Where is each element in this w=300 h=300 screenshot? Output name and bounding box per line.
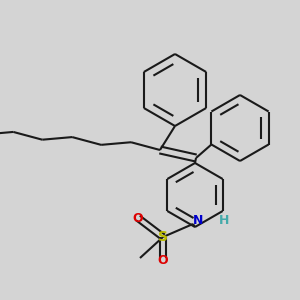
- Text: O: O: [158, 254, 168, 266]
- Text: H: H: [219, 214, 229, 227]
- Text: S: S: [158, 230, 168, 244]
- Text: O: O: [133, 212, 143, 224]
- Text: N: N: [193, 214, 203, 227]
